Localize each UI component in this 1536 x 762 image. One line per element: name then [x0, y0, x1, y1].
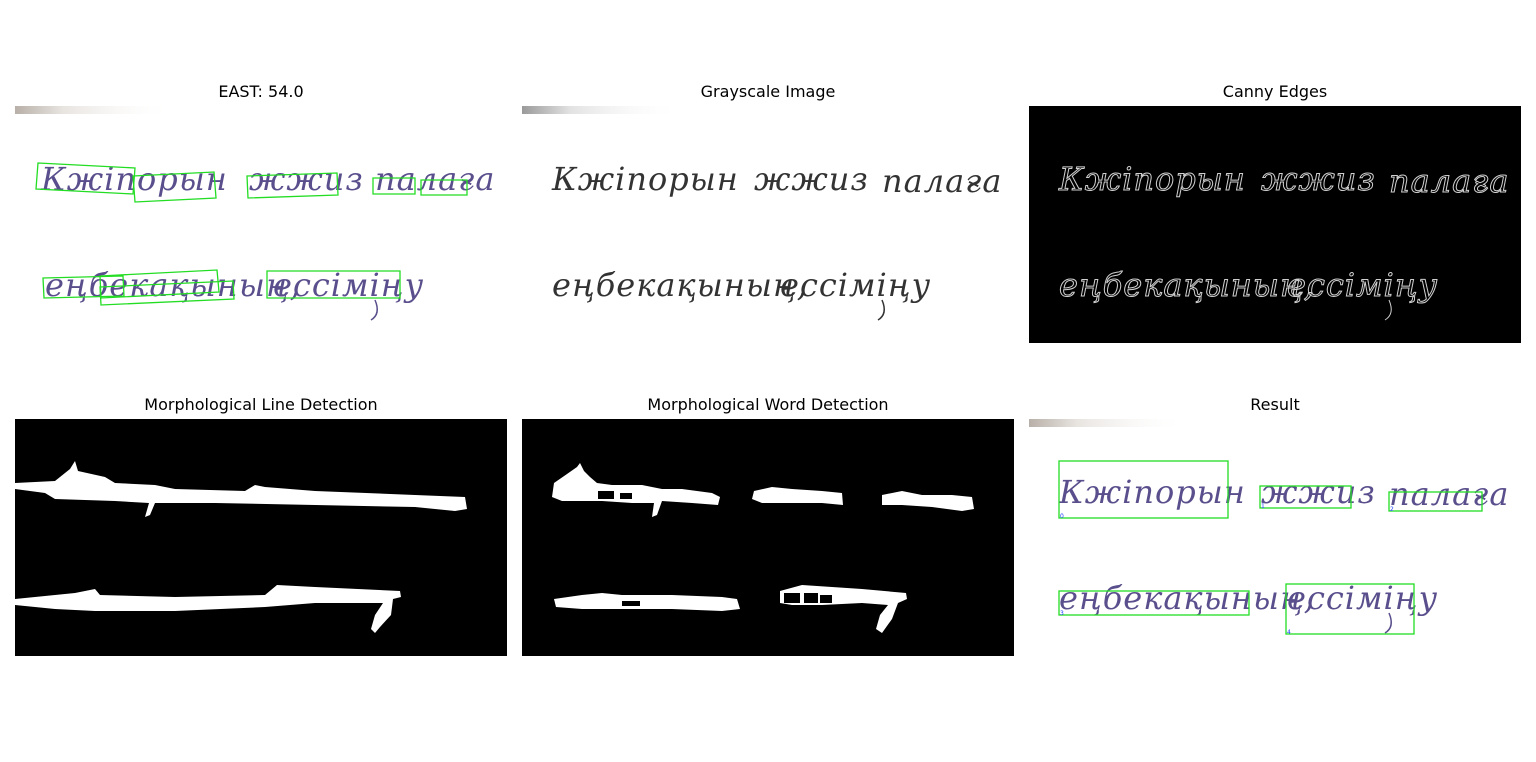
result-word-2: жжиз [1261, 473, 1376, 511]
canny-word-1: Кжіпорын [1058, 160, 1246, 198]
box-label-0: 0 [1060, 513, 1064, 520]
grayscale-image: Кжіпорын жжиз палаға еңбекақының, ессімі… [522, 106, 1014, 343]
result-boxes [1058, 460, 1483, 635]
result-image: Кжіпорын жжиз палаға еңбекақының, ессімі… [1029, 419, 1521, 656]
result-word-1: Кжіпорын [1058, 473, 1246, 511]
gray-word-1: Кжіпорын [551, 160, 739, 198]
line-detection-title: Morphological Line Detection [144, 395, 378, 414]
canny-image: Кжіпорын жжиз палаға еңбекақының, ессімі… [1029, 106, 1521, 343]
gray-word-4: еңбекақының, [552, 266, 808, 304]
gray-word-2: жжиз [754, 160, 869, 198]
east-title: EAST: 54.0 [218, 82, 304, 101]
east-image: Кжіпорын жжиз палаға еңбекақының, ессімі… [15, 106, 507, 343]
result-title: Result [1250, 395, 1300, 414]
east-word-3: палаға [375, 160, 495, 198]
canny-word-5: ессіміңу [1287, 266, 1438, 304]
result-panel: Кжіпорын жжиз палаға еңбекақының, ессімі… [1029, 419, 1521, 656]
east-word-2: жжиз [249, 160, 364, 198]
box-label-1: 1 [1261, 503, 1265, 510]
line-detection-image [15, 419, 507, 656]
canny-word-2: жжиз [1261, 160, 1376, 198]
gray-word-5: ессіміңу [780, 266, 931, 304]
result-word-5: ессіміңу [1287, 579, 1438, 617]
box-label-4: 4 [1287, 629, 1291, 636]
canny-panel: Кжіпорын жжиз палаға еңбекақының, ессімі… [1029, 106, 1521, 343]
result-word-3: палаға [1389, 475, 1509, 513]
grayscale-title: Grayscale Image [700, 82, 836, 101]
result-box-labels: 0 1 2 3 4 [1060, 503, 1394, 636]
gray-word-3: палаға [882, 162, 1002, 200]
line-detection-panel [15, 419, 507, 656]
result-word-4: еңбекақының, [1059, 579, 1315, 617]
word-detection-title: Morphological Word Detection [647, 395, 889, 414]
grayscale-panel: Кжіпорын жжиз палаға еңбекақының, ессімі… [522, 106, 1014, 343]
word-detection-panel [522, 419, 1014, 656]
canny-word-4: еңбекақының, [1059, 266, 1315, 304]
box-label-2: 2 [1390, 506, 1394, 513]
word-detection-image [522, 419, 1014, 656]
east-panel: Кжіпорын жжиз палаға еңбекақының, ессімі… [15, 106, 507, 343]
canny-title: Canny Edges [1222, 82, 1328, 101]
box-label-3: 3 [1060, 610, 1064, 617]
east-boxes [35, 162, 468, 306]
canny-word-3: палаға [1389, 162, 1509, 200]
